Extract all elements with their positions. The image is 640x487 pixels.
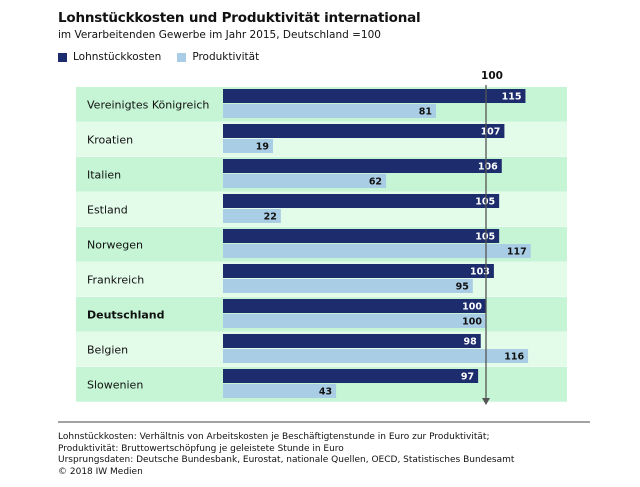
bar-lohnstueckkosten-slowenien bbox=[223, 369, 479, 383]
data-label-lohnstueckkosten: 98 bbox=[464, 337, 478, 348]
data-label-produktivitaet: 19 bbox=[256, 142, 269, 153]
data-label-lohnstueckkosten: 107 bbox=[481, 127, 501, 138]
bar-produktivitaet-kroatien bbox=[223, 139, 273, 153]
category-label-frankreich: Frankreich bbox=[87, 273, 144, 286]
legend-item-lohnstueckkosten: Lohnstückkosten bbox=[58, 51, 161, 63]
data-label-lohnstueckkosten: 97 bbox=[461, 372, 474, 383]
bar-produktivitaet-slowenien bbox=[223, 384, 337, 398]
footer-notes: Lohnstückkosten: Verhältnis von Arbeitsk… bbox=[58, 432, 514, 478]
legend-label-lohnstueckkosten: Lohnstückkosten bbox=[73, 51, 162, 63]
bar-lohnstueckkosten-italien bbox=[223, 159, 502, 173]
category-label-norwegen: Norwegen bbox=[87, 238, 143, 251]
data-label-lohnstueckkosten: 103 bbox=[470, 267, 490, 278]
data-label-produktivitaet: 116 bbox=[504, 352, 524, 363]
data-label-produktivitaet: 62 bbox=[369, 177, 382, 188]
legend-swatch-lohnstueckkosten bbox=[58, 52, 67, 62]
footer-line: Produktivität: Bruttowertschöpfung je ge… bbox=[58, 443, 344, 454]
footer-line: Ursprungsdaten: Deutsche Bundesbank, Eur… bbox=[58, 455, 515, 465]
legend-swatch-produktivitaet bbox=[177, 52, 187, 62]
bar-produktivitaet-frankreich bbox=[223, 279, 473, 293]
bar-lohnstueckkosten-belgien bbox=[223, 334, 481, 348]
data-label-lohnstueckkosten: 106 bbox=[478, 162, 498, 173]
bar-lohnstueckkosten-vereinigtes-konigreich bbox=[223, 89, 526, 103]
data-label-lohnstueckkosten: 105 bbox=[475, 232, 495, 243]
bar-lohnstueckkosten-norwegen bbox=[223, 229, 500, 243]
legend-label-produktivitaet: Produktivität bbox=[192, 51, 260, 63]
footer-line: © 2018 IW Medien bbox=[58, 466, 143, 477]
bar-lohnstueckkosten-deutschland bbox=[223, 299, 486, 313]
footer-line: Lohnstückkosten: Verhältnis von Arbeitsk… bbox=[58, 432, 490, 442]
bar-produktivitaet-belgien bbox=[223, 349, 529, 363]
category-label-slowenien: Slowenien bbox=[87, 378, 143, 391]
data-label-produktivitaet: 117 bbox=[507, 247, 527, 258]
data-label-produktivitaet: 22 bbox=[264, 212, 277, 223]
data-label-lohnstueckkosten: 115 bbox=[502, 92, 522, 103]
category-label-vereinigtes-konigreich: Vereinigtes Königreich bbox=[87, 98, 209, 111]
bar-lohnstueckkosten-kroatien bbox=[223, 124, 505, 138]
bar-produktivitaet-estland bbox=[223, 209, 281, 223]
bar-produktivitaet-deutschland bbox=[223, 314, 486, 328]
bar-lohnstueckkosten-frankreich bbox=[223, 264, 494, 278]
data-label-produktivitaet: 43 bbox=[319, 387, 332, 398]
data-label-produktivitaet: 81 bbox=[419, 107, 432, 118]
bar-lohnstueckkosten-estland bbox=[223, 194, 500, 208]
data-label-produktivitaet: 100 bbox=[462, 317, 482, 328]
data-label-produktivitaet: 95 bbox=[456, 282, 469, 293]
bar-produktivitaet-italien bbox=[223, 174, 387, 188]
data-label-lohnstueckkosten: 100 bbox=[462, 302, 482, 313]
legend: Lohnstückkosten Produktivität bbox=[58, 51, 275, 63]
bar-produktivitaet-norwegen bbox=[223, 244, 531, 258]
data-label-lohnstueckkosten: 105 bbox=[475, 197, 495, 208]
chart-title: Lohnstückkosten und Produktivität intern… bbox=[58, 10, 421, 26]
legend-item-produktivitaet: Produktivität bbox=[177, 51, 259, 63]
chart-subtitle: im Verarbeitenden Gewerbe im Jahr 2015, … bbox=[58, 29, 381, 41]
category-label-estland: Estland bbox=[87, 203, 128, 216]
category-label-belgien: Belgien bbox=[87, 343, 128, 356]
category-label-kroatien: Kroatien bbox=[87, 133, 133, 146]
reference-arrow-icon bbox=[482, 398, 490, 405]
category-label-italien: Italien bbox=[87, 168, 121, 181]
bar-produktivitaet-vereinigtes-konigreich bbox=[223, 104, 437, 118]
category-label-deutschland: Deutschland bbox=[87, 308, 164, 321]
reference-label: 100 bbox=[481, 70, 503, 82]
